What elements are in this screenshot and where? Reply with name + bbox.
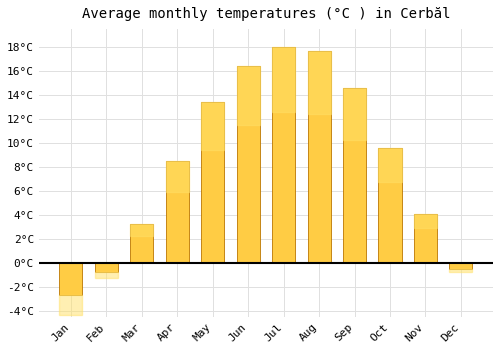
Bar [450, 263, 472, 269]
Bar [236, 66, 260, 125]
Title: Average monthly temperatures (°C ) in Cerbăl: Average monthly temperatures (°C ) in Ce… [82, 7, 450, 21]
Bar [95, 272, 118, 278]
Bar [236, 66, 260, 263]
Bar [60, 295, 82, 315]
Bar [166, 161, 189, 263]
Bar [414, 214, 437, 229]
Bar [130, 224, 154, 236]
Bar [95, 263, 118, 272]
Bar [378, 148, 402, 182]
Bar [308, 51, 330, 114]
Bar [343, 88, 366, 140]
Bar [60, 263, 82, 295]
Bar [130, 224, 154, 263]
Bar [308, 51, 330, 263]
Bar [272, 47, 295, 263]
Bar [201, 102, 224, 150]
Bar [272, 47, 295, 112]
Bar [166, 161, 189, 191]
Bar [378, 148, 402, 263]
Bar [414, 214, 437, 263]
Bar [343, 88, 366, 263]
Bar [450, 269, 472, 272]
Bar [201, 102, 224, 263]
